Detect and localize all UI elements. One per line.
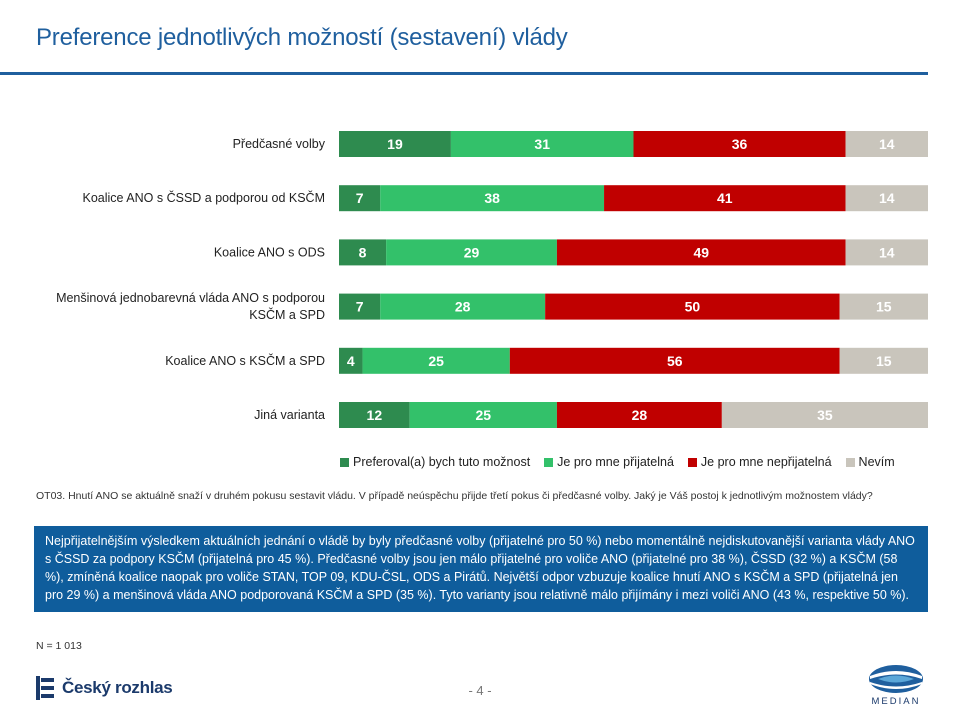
bar-segment: [839, 347, 928, 374]
legend-swatch: [687, 457, 697, 467]
page-title: Preference jednotlivých možností (sestav…: [36, 24, 568, 51]
category-label-line: Koalice ANO s KSČM a SPD: [165, 353, 325, 368]
bar-value-label: 14: [879, 136, 895, 152]
bar-segment: [339, 185, 381, 212]
legend-swatch: [544, 457, 554, 467]
bar-value-label: 31: [534, 136, 550, 152]
sample-size: N = 1 013: [36, 640, 82, 652]
bar-segment: [380, 293, 546, 320]
bar-segment: [845, 185, 928, 212]
bar-segment: [362, 347, 510, 374]
cesky-rozhlas-wordmark: Český rozhlas: [62, 678, 173, 697]
bar-value-label: 35: [817, 407, 833, 423]
bar-segment: [633, 131, 846, 157]
bar-value-label: 28: [455, 299, 471, 315]
bar-segment: [339, 347, 363, 374]
bar-value-label: 41: [717, 190, 733, 206]
bar-value-label: 25: [476, 407, 492, 423]
bar-segment: [339, 239, 387, 266]
bar-value-label: 49: [693, 244, 709, 260]
bar-value-label: 29: [464, 244, 480, 260]
category-label: Menšinová jednobarevná vláda ANO s podpo…: [56, 291, 325, 322]
bar-value-label: 28: [632, 407, 648, 423]
bar-value-label: 38: [484, 190, 500, 206]
bar-segment: [386, 239, 557, 266]
bar-segment: [380, 185, 605, 212]
bar-segment: [604, 185, 846, 212]
bar-value-label: 14: [879, 244, 895, 260]
bar-value-label: 19: [387, 136, 403, 152]
bar-value-label: 15: [876, 299, 892, 315]
bar-value-label: 56: [667, 353, 683, 369]
category-label-line: Menšinová jednobarevná vláda ANO s podpo…: [56, 291, 325, 305]
category-label: Koalice ANO s KSČM a SPD: [165, 353, 325, 368]
bar-segment: [556, 239, 846, 266]
legend-item: Nevím: [845, 455, 895, 469]
bar-value-label: 50: [685, 299, 701, 315]
chart-legend: Preferoval(a) bych tuto možnost Je pro mn…: [340, 455, 930, 469]
category-label-line: Předčasné volby: [233, 137, 326, 151]
bar-segment: [339, 402, 410, 428]
category-label-line: Koalice ANO s ČSSD a podporou od KSČM: [83, 190, 325, 205]
category-label-line: KSČM a SPD: [249, 307, 325, 322]
cesky-rozhlas-icon: [36, 676, 54, 700]
bar-segment: [845, 239, 928, 266]
bar-segment: [545, 293, 840, 320]
question-text: OT03. Hnutí ANO se aktuálně snaží v druh…: [36, 490, 873, 502]
legend-label: Je pro mne přijatelná: [557, 455, 674, 469]
legend-label: Preferoval(a) bych tuto možnost: [353, 455, 531, 469]
bar-segment: [450, 131, 634, 157]
bar-segment: [339, 293, 381, 320]
bar-segment: [339, 131, 451, 157]
bar-segment: [845, 131, 928, 157]
page-number: - 4 -: [468, 683, 492, 698]
cesky-rozhlas-logo: Český rozhlas: [36, 676, 173, 700]
legend-item: Preferoval(a) bych tuto možnost: [340, 455, 530, 469]
bar-segment: [556, 402, 722, 428]
summary-box: Nejpřijatelnějším výsledkem aktuálních j…: [34, 526, 928, 612]
category-label: Koalice ANO s ODS: [214, 245, 325, 259]
title-rule: [0, 72, 928, 75]
category-label-line: Koalice ANO s ODS: [214, 245, 325, 259]
category-label: Koalice ANO s ČSSD a podporou od KSČM: [83, 190, 325, 205]
legend-label: Je pro mne nepřijatelná: [700, 455, 832, 469]
bar-value-label: 7: [356, 299, 364, 315]
median-logo: MEDIAN: [864, 664, 928, 707]
category-label: Jiná varianta: [254, 408, 325, 422]
bar-value-label: 4: [347, 353, 355, 369]
bar-value-label: 25: [428, 353, 444, 369]
category-label-line: Jiná varianta: [254, 408, 325, 422]
median-wordmark: MEDIAN: [871, 696, 921, 707]
bar-value-label: 8: [359, 244, 367, 260]
legend-item: Je pro mne nepřijatelná: [687, 455, 832, 469]
bar-value-label: 7: [356, 190, 364, 206]
bar-segment: [409, 402, 557, 428]
bar-segment: [509, 347, 840, 374]
bar-value-label: 14: [879, 190, 895, 206]
legend-swatch: [340, 457, 349, 467]
stacked-bar-chart: Předčasné volby 19 31 36 14 Koalice ANO s ČSS…: [56, 131, 928, 428]
median-emblem-icon: [869, 665, 923, 693]
category-label: Předčasné volby: [233, 137, 326, 151]
legend-swatch: [845, 457, 855, 467]
bar-value-label: 36: [732, 136, 748, 152]
bar-value-label: 12: [367, 407, 383, 423]
bar-value-label: 15: [876, 353, 892, 369]
bar-segment: [721, 402, 928, 428]
bar-segment: [839, 293, 928, 320]
legend-item: Je pro mne přijatelná: [544, 455, 674, 469]
legend-label: Nevím: [858, 455, 895, 469]
